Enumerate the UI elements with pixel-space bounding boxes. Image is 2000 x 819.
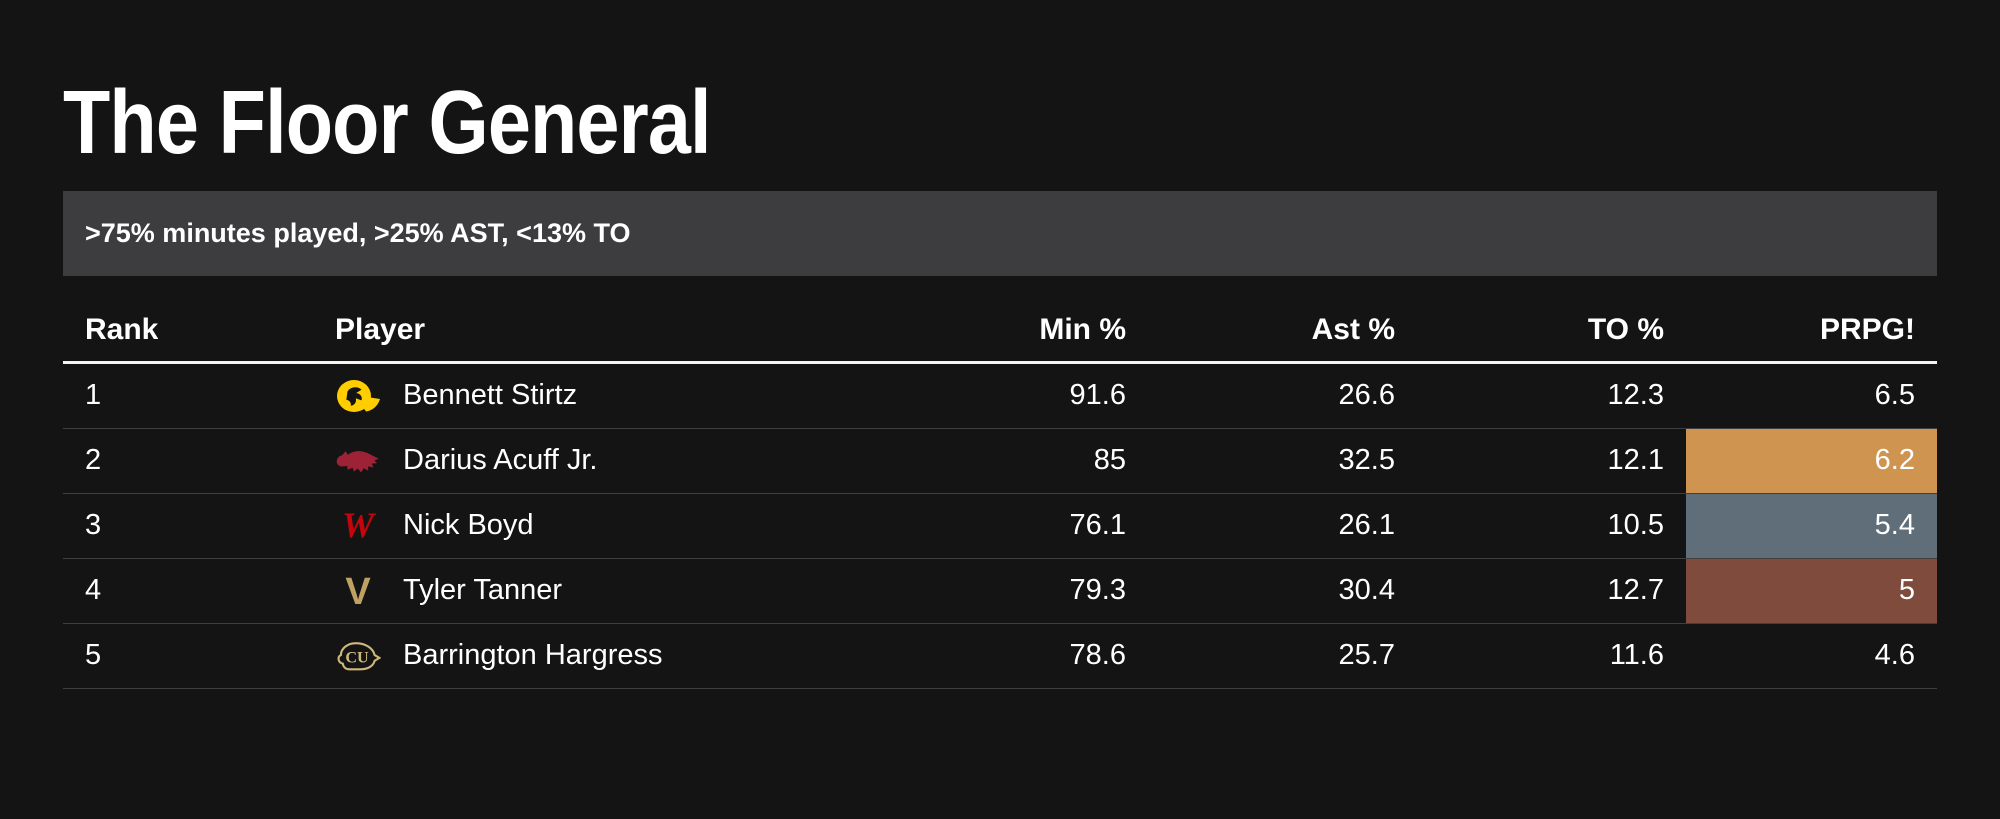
prpg-cell: 4.6 [1686,623,1937,689]
min-pct-cell: 76.1 [873,493,1148,559]
player-cell: Bennett Stirtz [313,362,873,429]
filter-criteria-bar: >75% minutes played, >25% AST, <13% TO [63,190,1937,276]
to-pct-cell: 10.5 [1417,493,1686,559]
player-name: Tyler Tanner [403,574,563,607]
player-wrap: CU Barrington Hargress [335,634,873,678]
svg-text:W: W [342,506,377,545]
player-name: Nick Boyd [403,509,534,542]
table-header-row: Rank Player Min % Ast % TO % PRPG! [63,298,1937,364]
prpg-cell: 6.5 [1686,362,1937,429]
player-name: Barrington Hargress [403,639,663,672]
min-pct-cell: 78.6 [873,623,1148,689]
table-row: 2 Darius Acuff Jr. 85 32.5 12.1 6.2 [63,428,1937,494]
player-wrap: Bennett Stirtz [335,374,873,418]
prpg-cell: 6.2 [1686,428,1937,494]
player-wrap: W Nick Boyd [335,504,873,548]
iowa-hawkeyes-logo-icon [335,374,381,418]
floor-general-card: The Floor General >75% minutes played, >… [63,72,1937,689]
column-header-min-pct: Min % [873,298,1148,364]
min-pct-cell: 85 [873,428,1148,494]
table-row: 4 V Tyler Tanner 79.3 30.4 12.7 5 [63,558,1937,624]
column-header-rank: Rank [63,298,313,364]
column-header-prpg: PRPG! [1686,298,1937,364]
wisconsin-badgers-logo-icon: W [335,504,381,548]
player-cell: Darius Acuff Jr. [313,428,873,494]
rank-cell: 4 [63,558,313,624]
ast-pct-cell: 26.1 [1148,493,1417,559]
ast-pct-cell: 32.5 [1148,428,1417,494]
table-row: 5 CU Barrington Hargress 78.6 25.7 11.6 … [63,623,1937,689]
rank-cell: 1 [63,362,313,429]
stats-table: Rank Player Min % Ast % TO % PRPG! 1 Ben… [63,298,1937,689]
rank-cell: 5 [63,623,313,689]
column-header-ast-pct: Ast % [1148,298,1417,364]
ast-pct-cell: 30.4 [1148,558,1417,624]
prpg-cell: 5 [1686,558,1937,624]
vanderbilt-commodores-logo-icon: V [335,569,381,613]
to-pct-cell: 11.6 [1417,623,1686,689]
player-name: Darius Acuff Jr. [403,444,598,477]
to-pct-cell: 12.1 [1417,428,1686,494]
column-header-to-pct: TO % [1417,298,1686,364]
rank-cell: 3 [63,493,313,559]
min-pct-cell: 79.3 [873,558,1148,624]
svg-text:V: V [345,571,371,611]
table-row: 3 W Nick Boyd 76.1 26.1 10.5 5.4 [63,493,1937,559]
rank-cell: 2 [63,428,313,494]
player-cell: V Tyler Tanner [313,558,873,624]
player-name: Bennett Stirtz [403,379,578,412]
player-wrap: Darius Acuff Jr. [335,439,873,483]
player-wrap: V Tyler Tanner [335,569,873,613]
colorado-buffaloes-logo-icon: CU [335,634,381,678]
svg-text:CU: CU [345,649,369,666]
page-title: The Floor General [63,73,712,173]
column-header-player: Player [313,298,873,364]
ast-pct-cell: 25.7 [1148,623,1417,689]
prpg-cell: 5.4 [1686,493,1937,559]
to-pct-cell: 12.7 [1417,558,1686,624]
player-cell: W Nick Boyd [313,493,873,559]
arkansas-razorbacks-logo-icon [335,439,381,483]
table-row: 1 Bennett Stirtz 91.6 26.6 12.3 6.5 [63,362,1937,429]
filter-criteria-text: >75% minutes played, >25% AST, <13% TO [85,217,631,248]
player-cell: CU Barrington Hargress [313,623,873,689]
min-pct-cell: 91.6 [873,362,1148,429]
ast-pct-cell: 26.6 [1148,362,1417,429]
to-pct-cell: 12.3 [1417,362,1686,429]
